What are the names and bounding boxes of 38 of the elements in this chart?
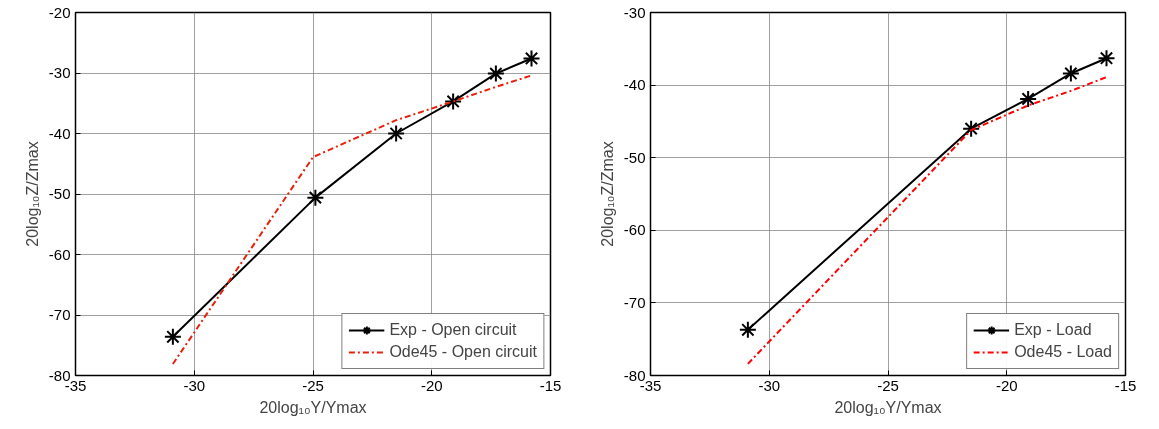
point: [1019, 89, 1038, 108]
y-axis-title: 20log₁₀Z/Zmax: [598, 141, 616, 247]
y-tick-label: -70: [623, 293, 646, 311]
point: [306, 188, 325, 207]
y-tick-label: -60: [48, 245, 71, 263]
x-tick-label: -30: [183, 376, 206, 394]
y-tick-label: -70: [48, 306, 71, 323]
x-tick-label: -15: [539, 376, 562, 394]
x-tick-label: -25: [302, 376, 324, 394]
x-tick-label: -20: [420, 376, 443, 394]
point: [1061, 64, 1080, 83]
y-tick-label: -40: [48, 124, 71, 142]
point: [1097, 49, 1116, 68]
x-tick-label: -25: [877, 376, 899, 394]
point: [387, 124, 406, 143]
x-axis-title: 20log₁₀Y/Ymax: [259, 398, 367, 416]
y-tick-label: -20: [48, 3, 71, 21]
point: [163, 327, 182, 346]
y-tick-label: -40: [623, 76, 646, 94]
point: [522, 49, 541, 68]
point: [738, 320, 757, 339]
legend-label: Exp - Load: [1014, 321, 1092, 339]
x-tick-label: -30: [758, 376, 781, 394]
y-tick-label: -50: [623, 148, 646, 166]
x-tick-label: -20: [995, 376, 1018, 394]
x-tick-label: -15: [1114, 376, 1137, 394]
legend-label: Exp - Open circuit: [389, 321, 517, 339]
y-tick-label: -30: [48, 64, 71, 81]
x-axis-title: 20log₁₀Y/Ymax: [834, 398, 942, 416]
point: [962, 119, 981, 138]
y-tick-label: -50: [48, 185, 71, 202]
y-axis-title: 20log₁₀Z/Zmax: [23, 141, 41, 247]
y-tick-label: -30: [623, 3, 646, 21]
legend-label: Ode45 - Open circuit: [389, 343, 537, 361]
point: [444, 92, 463, 111]
legend-label: Ode45 - Load: [1014, 343, 1112, 361]
y-tick-label: -60: [623, 221, 646, 239]
point: [486, 64, 505, 83]
